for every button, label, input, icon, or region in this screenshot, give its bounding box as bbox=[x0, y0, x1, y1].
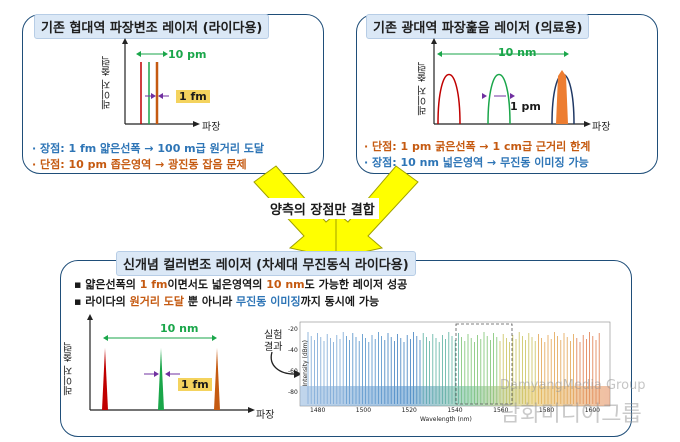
spectrum-x-title: Wavelength (nm) bbox=[420, 416, 472, 423]
bullet-2-pre: 라이다의 bbox=[85, 295, 130, 308]
broadband-pm-label: 1 pm bbox=[510, 100, 541, 113]
narrowband-chart bbox=[122, 38, 200, 127]
broadband-x-axis-label: 파장 bbox=[592, 122, 611, 133]
experiment-arrow bbox=[270, 351, 302, 378]
color-modulation-chart bbox=[87, 314, 255, 413]
experiment-label-line2: 결과 bbox=[264, 342, 283, 353]
spectrum-x-tick: 1500 bbox=[355, 407, 372, 414]
narrowband-con: · 단점: 10 pm 좁은영역 → 광진동 잡음 문제 bbox=[32, 158, 247, 171]
bullet-marker: ▪ bbox=[74, 295, 86, 308]
spectrum-y-tick: -40 bbox=[288, 347, 298, 354]
spectrum-x-tick: 1560 bbox=[493, 407, 509, 414]
narrowband-pro: · 장점: 1 fm 얇은선폭 → 100 m급 원거리 도달 bbox=[32, 142, 265, 155]
narrowband-fm-badge: 1 fm bbox=[176, 90, 210, 103]
panel-color-modulation-title: 신개념 컬러변조 레이저 (차세대 무진동식 라이다용) bbox=[116, 251, 416, 276]
bullet-2-post: 까지 동시에 가능 bbox=[300, 295, 380, 308]
bullet-2-highlight-1: 원거리 도달 bbox=[129, 295, 185, 308]
spectrum-y-tick: -60 bbox=[288, 368, 298, 375]
spectrum-y-ticks: -20 -40 -60 -80 bbox=[288, 326, 298, 396]
panel-narrowband-laser bbox=[22, 14, 324, 174]
spectrum-x-tick: 1520 bbox=[401, 407, 417, 414]
bullet-1-highlight-1: 1 fm bbox=[139, 278, 168, 291]
panel-broadband-laser bbox=[356, 14, 658, 174]
spectrum-x-ticks: 1480 1500 1520 1540 1560 1580 1600 bbox=[310, 407, 600, 414]
bullet-2-highlight-2: 무진동 이미징 bbox=[236, 295, 301, 308]
combine-label: 양측의 장점만 결합 bbox=[266, 198, 379, 219]
narrowband-width-label: 10 pm bbox=[168, 48, 207, 61]
broadband-con: · 단점: 1 pm 굵은선폭 → 1 cm급 근거리 한계 bbox=[364, 140, 591, 153]
bullet-2: ▪ 라이다의 원거리 도달 뿐 아니라 무진동 이미징까지 동시에 가능 bbox=[74, 293, 379, 309]
spectrum-y-tick: -80 bbox=[288, 389, 298, 396]
watermark-latin: DamyangMedia Group bbox=[500, 378, 646, 393]
broadband-chart bbox=[431, 38, 591, 127]
spectrum-y-title: Intensity (dBm) bbox=[302, 340, 309, 387]
spectrum-x-tick: 1480 bbox=[310, 407, 326, 414]
color-modulation-width-label: 10 nm bbox=[160, 322, 199, 335]
bullet-1-highlight-2: 10 nm bbox=[266, 278, 305, 291]
broadband-width-label: 10 nm bbox=[498, 46, 537, 59]
bullet-1-mid: 이면서도 넓은영역의 bbox=[167, 278, 267, 291]
bullet-2-mid: 뿐 아니라 bbox=[184, 295, 237, 308]
spectrum-y-tick: -20 bbox=[288, 326, 298, 333]
broadband-pro: · 장점: 10 nm 넓은영역 → 무진동 이미징 가능 bbox=[364, 156, 589, 169]
panel-narrowband-title: 기존 협대역 파장변조 레이저 (라이다용) bbox=[34, 14, 270, 39]
bullet-1-pre: 얇은선폭의 bbox=[85, 278, 140, 291]
spectrum-x-tick: 1540 bbox=[447, 407, 463, 414]
experiment-label-line1: 실험 bbox=[264, 330, 283, 341]
bullet-1-post: 도 가능한 레이저 성공 bbox=[304, 278, 408, 291]
bullet-marker: ▪ bbox=[74, 278, 86, 291]
panel-broadband-title: 기존 광대역 파장훑음 레이저 (의료용) bbox=[366, 14, 590, 39]
color-modulation-y-axis-label: 레이저 출력 bbox=[64, 342, 75, 396]
bullet-1: ▪ 얇은선폭의 1 fm이면서도 넓은영역의 10 nm도 가능한 레이저 성공 bbox=[74, 276, 407, 292]
experimental-spectrum bbox=[299, 321, 611, 407]
color-modulation-fm-badge: 1 fm bbox=[178, 378, 212, 391]
spectrum-x-tick: 1600 bbox=[584, 407, 600, 414]
spectrum-x-tick: 1580 bbox=[538, 407, 555, 414]
narrowband-x-axis-label: 파장 bbox=[202, 122, 221, 133]
watermark-korean: 담화미디어그룹 bbox=[500, 402, 642, 427]
color-modulation-x-axis-label: 파장 bbox=[256, 410, 275, 421]
